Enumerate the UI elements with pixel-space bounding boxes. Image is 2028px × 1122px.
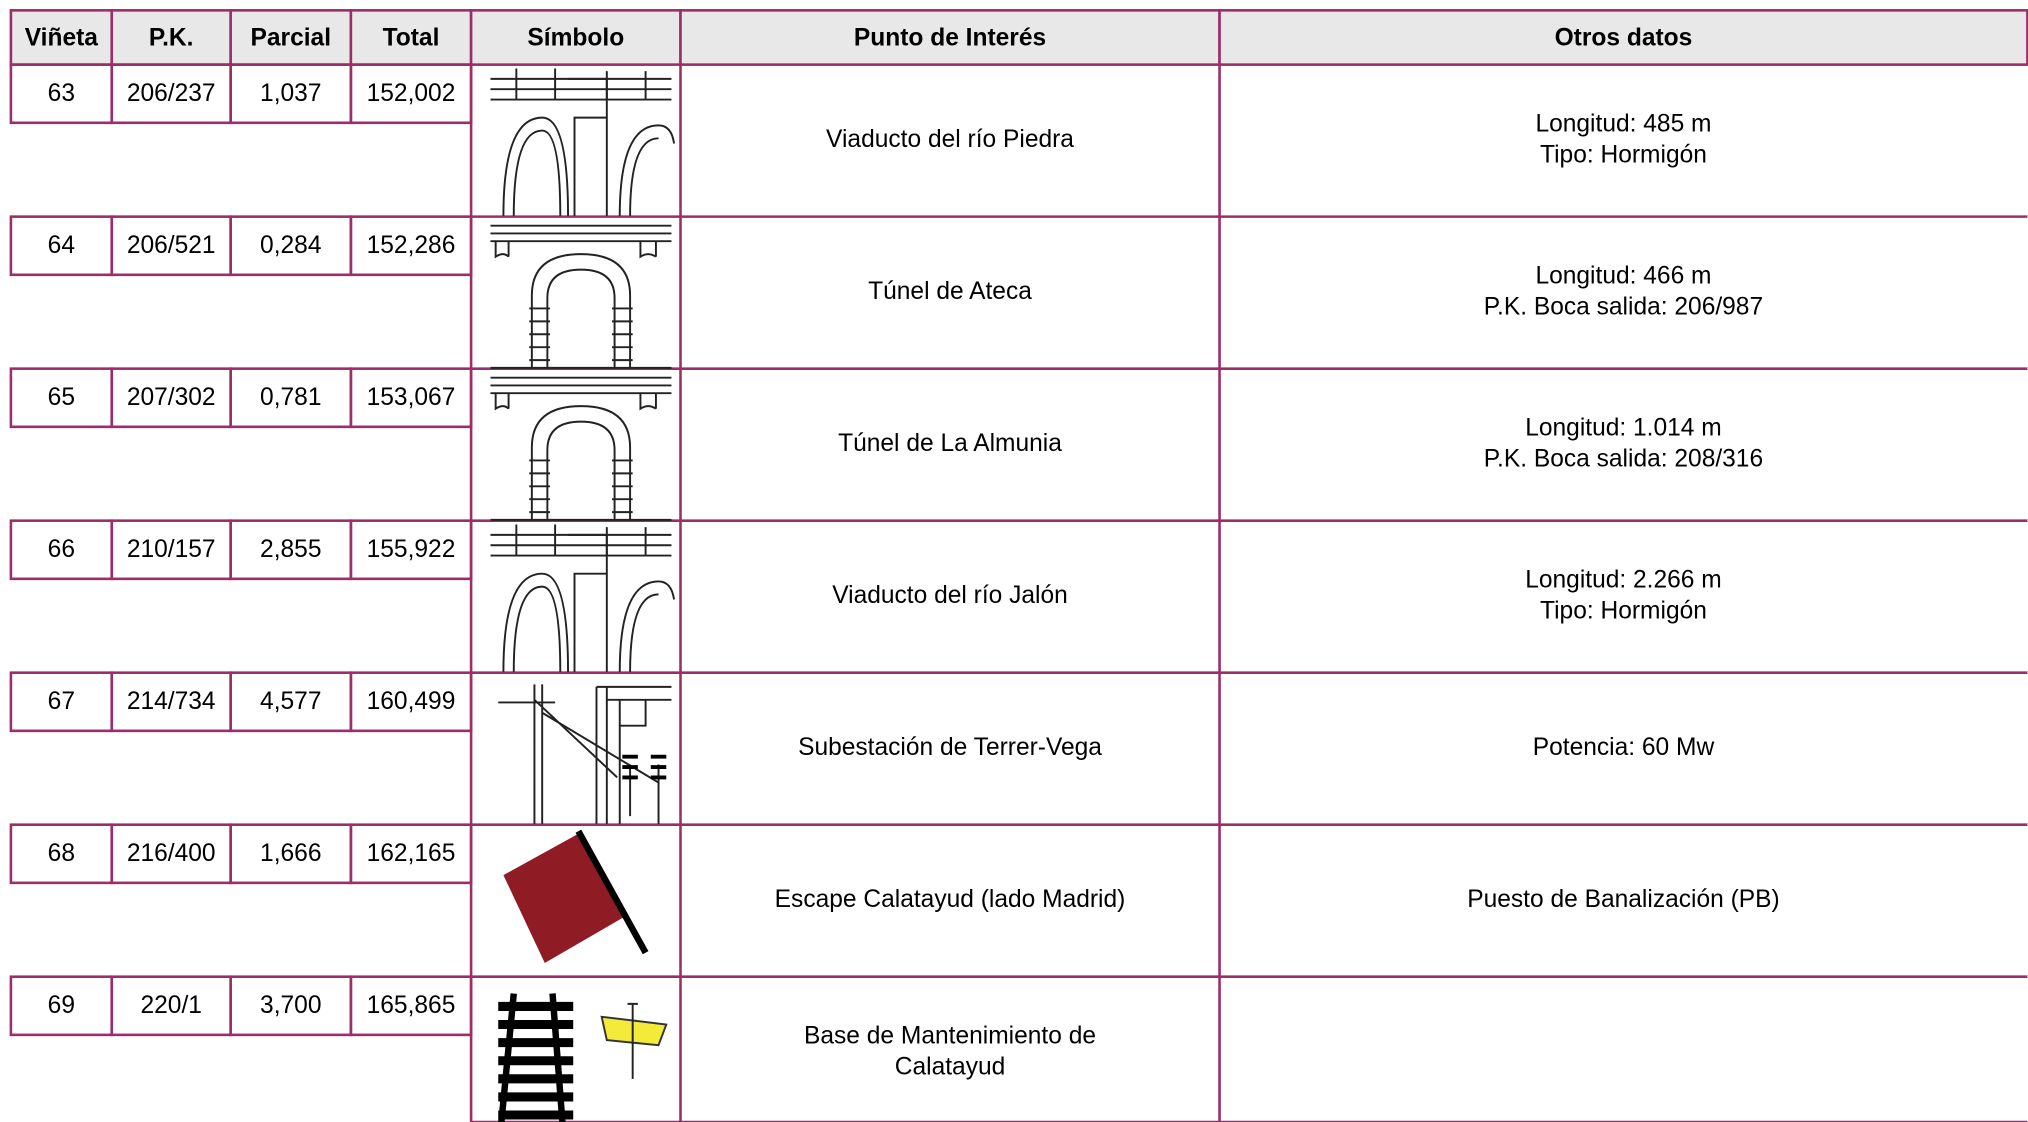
- header-label: Símbolo: [527, 24, 624, 51]
- cell-text: 206/237: [127, 80, 216, 107]
- cell-text: 4,577: [260, 688, 321, 715]
- header-label: Parcial: [251, 24, 332, 51]
- cell-text: 206/521: [127, 232, 216, 259]
- cell-text: 3,700: [260, 992, 321, 1019]
- cell-text: 1,666: [260, 840, 321, 867]
- cell-text: 207/302: [127, 384, 216, 411]
- header-label: Otros datos: [1555, 24, 1693, 51]
- punto-text: Escape Calatayud (lado Madrid): [775, 886, 1126, 913]
- symbol-stroke: [502, 533, 675, 672]
- symbol: [490, 68, 675, 216]
- otros-text: Longitud: 466 m: [1535, 263, 1711, 290]
- punto-text: Túnel de La Almunia: [838, 430, 1062, 457]
- symbol-stroke: [512, 129, 659, 216]
- punto-text: Subestación de Terrer-Vega: [798, 734, 1102, 761]
- cell-text: 162,165: [367, 840, 456, 867]
- cell-text: 65: [48, 384, 75, 411]
- symbol-stroke: [490, 376, 672, 411]
- header-cell: [1218, 9, 2028, 66]
- symbol: [503, 829, 649, 964]
- cell-text: 0,781: [260, 384, 321, 411]
- punto-text: Viaducto del río Jalón: [832, 582, 1068, 609]
- cell-text: 64: [48, 232, 75, 259]
- cell-text: 2,855: [260, 536, 321, 563]
- otros-text: P.K. Boca salida: 206/987: [1484, 294, 1763, 321]
- cell-text: 153,067: [367, 384, 456, 411]
- sign: [600, 1015, 668, 1047]
- header-label: Viñeta: [25, 24, 99, 51]
- otros-text: Puesto de Banalización (PB): [1467, 886, 1779, 913]
- header-label: P.K.: [149, 24, 194, 51]
- header-label: Punto de Interés: [854, 24, 1046, 51]
- header-cell: [679, 9, 1221, 66]
- cell-text: 68: [48, 840, 75, 867]
- otros-text: P.K. Boca salida: 208/316: [1484, 446, 1763, 473]
- cell-text: 214/734: [127, 688, 216, 715]
- cell-text: 152,286: [367, 232, 456, 259]
- header-cell: [469, 9, 682, 66]
- symbol: [490, 524, 675, 672]
- symbol: [498, 993, 668, 1122]
- header-cell: [9, 9, 114, 66]
- symbol: [498, 684, 672, 824]
- symbol-stroke: [498, 684, 672, 824]
- otros-text: Longitud: 2.266 m: [1525, 567, 1722, 594]
- cell-text: 66: [48, 536, 75, 563]
- symbol-stroke: [490, 253, 672, 369]
- cell-text: 160,499: [367, 688, 456, 715]
- cell-text: 0,284: [260, 232, 321, 259]
- cell-text: 1,037: [260, 80, 321, 107]
- symbol-stroke: [512, 585, 659, 672]
- cell-text: 67: [48, 688, 75, 715]
- punto-text: Calatayud: [895, 1054, 1006, 1081]
- symbol-stroke: [502, 77, 675, 216]
- punto-text: Base de Mantenimiento de: [804, 1023, 1096, 1050]
- symbol-stroke: [490, 405, 672, 521]
- cell-text: 155,922: [367, 536, 456, 563]
- header-label: Total: [383, 24, 440, 51]
- flag-cloth: [503, 833, 625, 964]
- symbol: [490, 376, 672, 521]
- cell-text: 216/400: [127, 840, 216, 867]
- punto-text: Túnel de Ateca: [868, 278, 1032, 305]
- symbol-stroke: [627, 1002, 638, 1079]
- symbol-stroke: [622, 754, 667, 780]
- otros-text: Potencia: 60 Mw: [1533, 734, 1715, 761]
- symbol-stroke: [490, 524, 672, 557]
- otros-text: Longitud: 1.014 m: [1525, 415, 1722, 442]
- symbol-stroke: [575, 829, 649, 955]
- punto-text: Viaducto del río Piedra: [826, 126, 1074, 153]
- cell-text: 220/1: [140, 992, 201, 1019]
- symbol-stroke: [490, 68, 672, 101]
- cell-text: 63: [48, 80, 75, 107]
- otros-text: Tipo: Hormigón: [1540, 598, 1707, 625]
- symbol: [490, 224, 672, 369]
- cell-text: 165,865: [367, 992, 456, 1019]
- otros-text: Tipo: Hormigón: [1540, 142, 1707, 169]
- otros-text: Longitud: 485 m: [1535, 111, 1711, 138]
- cell-text: 152,002: [367, 80, 456, 107]
- symbol-stroke: [490, 224, 672, 259]
- cell-text: 69: [48, 992, 75, 1019]
- cell-text: 210/157: [127, 536, 216, 563]
